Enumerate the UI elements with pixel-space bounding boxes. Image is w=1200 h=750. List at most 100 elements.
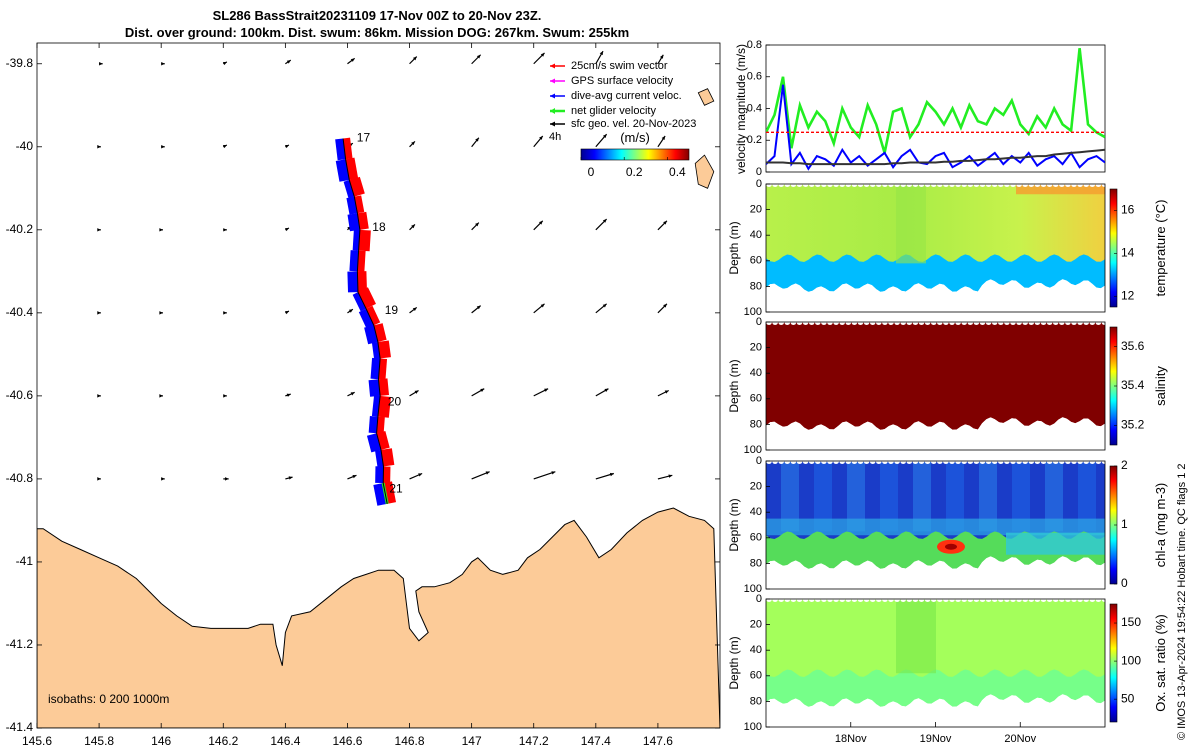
section-top-scallop [766, 322, 772, 325]
chla-column [880, 461, 898, 532]
geo-velocity-arrow [595, 472, 614, 480]
geo-arrow-head [480, 388, 485, 392]
section-top-scallop [1083, 599, 1090, 602]
geo-arrow-head [225, 477, 229, 481]
section-top-scallop [772, 184, 779, 187]
current-vector-segment [335, 138, 346, 161]
section-top-scallop [1040, 322, 1047, 325]
section-top-scallop [942, 322, 949, 325]
geo-arrow-head [284, 228, 289, 232]
section-field [766, 184, 1105, 312]
section-top-scallop [845, 322, 852, 325]
section-top-scallop [967, 184, 974, 187]
section-top-scallop [942, 184, 949, 187]
geo-arrow-head [476, 54, 481, 59]
section-top-scallop [1095, 461, 1102, 464]
section-top-scallop [961, 599, 968, 602]
velocity-ytick-label: 0.4 [747, 102, 762, 114]
map-colorbar-label: (m/s) [620, 130, 650, 145]
section-top-scallop [820, 599, 827, 602]
section-top-scallop [1064, 184, 1071, 187]
section-ytick-label: 20 [750, 481, 762, 493]
section-top-scallop [967, 322, 974, 325]
chla-mid-layer [766, 518, 1105, 536]
svg-text:GPS surface velocity: GPS surface velocity [571, 75, 674, 87]
map-legend: 25cm/s swim vector GPS surface velocity … [549, 60, 696, 179]
legend-gps-velocity: GPS surface velocity [550, 75, 674, 87]
section-ytick-label: 60 [750, 393, 762, 405]
section-top-scallop [906, 184, 913, 187]
section-top-scallop [900, 599, 907, 602]
colorbar-tick-label: 150 [1121, 615, 1141, 629]
map-ytick-label: -40.2 [6, 222, 34, 236]
geo-arrow-head [286, 393, 291, 397]
oxygen-panel: 0 20 40 60 80 100 Depth (m) 50 100 150 Ox. sat. ra… [727, 593, 1168, 745]
section-ytick-label: 60 [750, 670, 762, 682]
colorbar-tick-label: 0.2 [626, 165, 643, 179]
geo-velocity-arrow [161, 62, 165, 66]
swim-vector-segment [366, 305, 381, 326]
section-top-scallop [1052, 599, 1059, 602]
section-top-scallop [802, 599, 809, 602]
geo-velocity-arrow [657, 474, 673, 480]
section-top-scallop [936, 599, 943, 602]
geo-arrow-head [222, 144, 227, 149]
temperature-panel: 0 20 40 60 80 100 Depth (m) 12 14 16 temperature (… [727, 178, 1168, 318]
section-top-scallop [766, 461, 772, 464]
geo-velocity-arrow [347, 308, 354, 314]
geo-velocity-arrow [159, 394, 163, 398]
geo-arrow-head [286, 60, 291, 64]
map-xtick-label: 147.4 [581, 734, 611, 748]
geo-arrow-head [97, 394, 101, 398]
section-top-scallop [894, 322, 901, 325]
section-top-scallop [869, 599, 876, 602]
section-ytick-label: 60 [750, 532, 762, 544]
section-colorbar-label: chl-a (mg m-3) [1153, 483, 1168, 568]
section-top-scallop [778, 322, 785, 325]
map-frame [36, 42, 721, 729]
current-vector-segment [358, 308, 374, 329]
section-ytick-label: 0 [756, 178, 762, 190]
section-top-scallop [930, 184, 937, 187]
velocity-series-line [766, 84, 1105, 171]
section-top-scallop [912, 461, 919, 464]
geo-velocity-arrow [347, 391, 355, 397]
section-top-scallop [1010, 599, 1016, 602]
section-top-scallop [839, 184, 846, 187]
section-top-scallop [1089, 461, 1096, 464]
section-top-scallop [808, 461, 815, 464]
colorbar-tick-label: 50 [1121, 691, 1135, 705]
section-top-scallop [833, 322, 840, 325]
section-top-scallop [985, 322, 992, 325]
section-top-scallop [845, 599, 852, 602]
map-xtick-label: 147.6 [643, 734, 673, 748]
geo-arrow-head [668, 474, 673, 478]
velocity-ytick-label: 0.8 [747, 39, 762, 51]
colorbar-tick-label: 35.4 [1121, 378, 1145, 392]
section-top-scallop [1064, 322, 1071, 325]
chla-column [1045, 461, 1063, 532]
swim-vector-segment [376, 416, 385, 434]
section-top-scallop [1077, 461, 1084, 464]
chla-column [979, 461, 997, 532]
section-top-scallop [997, 322, 1004, 325]
section-top-scallop [967, 461, 974, 464]
current-vector-segment [349, 250, 359, 272]
section-top-scallop [845, 184, 852, 187]
section-top-scallop [912, 322, 919, 325]
swim-vector-segment [377, 395, 391, 418]
section-top-scallop [942, 461, 949, 464]
geo-velocity-arrow [285, 59, 292, 65]
current-vector-segment [375, 466, 384, 484]
velocity-panel: 0 0.2 0.4 0.6 0.8 velocity magnitude (m/s) [734, 39, 1106, 178]
chla-column [913, 461, 931, 532]
section-top-scallop [808, 599, 815, 602]
section-top-scallop [1016, 322, 1023, 325]
figure-title-line2: Dist. over ground: 100km. Dist. swum: 86… [125, 25, 629, 40]
map-xtick-label: 147.2 [519, 734, 549, 748]
geo-arrow-head [223, 228, 227, 232]
geo-velocity-arrow [471, 222, 480, 231]
geo-velocity-arrow [471, 388, 485, 397]
geo-arrow-head [159, 311, 163, 315]
section-top-scallop [918, 184, 925, 187]
